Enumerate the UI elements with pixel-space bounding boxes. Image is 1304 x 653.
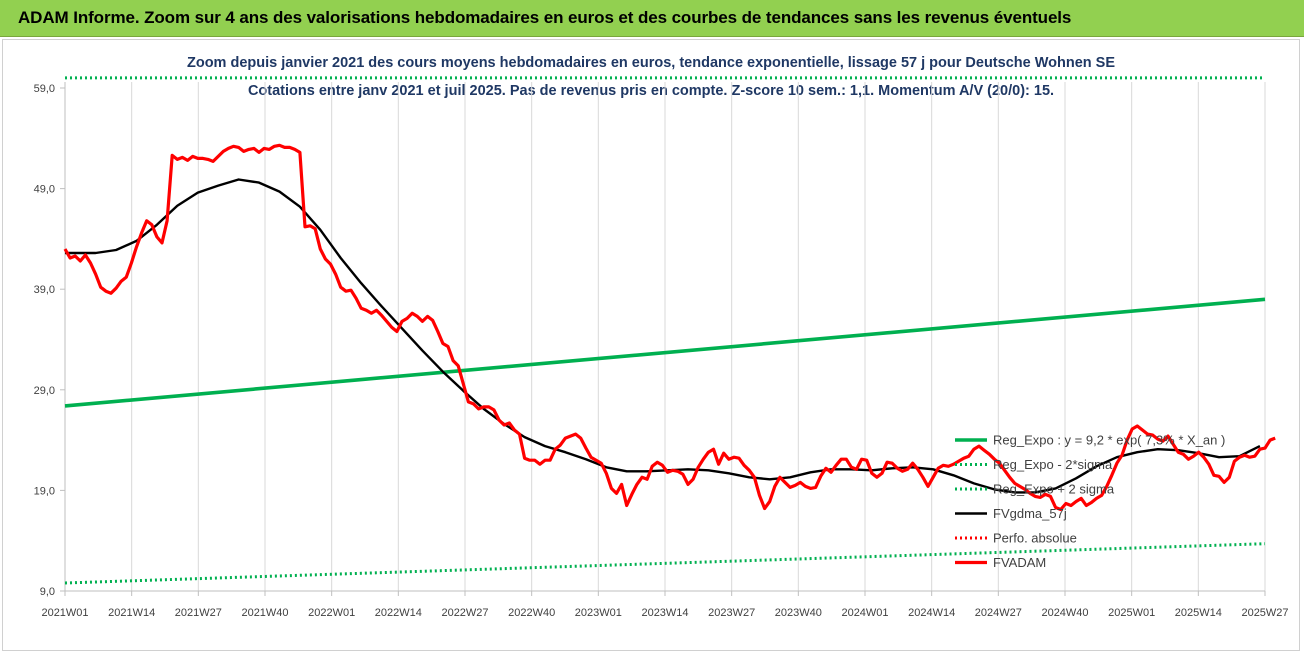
price-line: [63, 143, 1276, 512]
legend-label: Perfo. absolue: [993, 531, 1077, 546]
x-tick-label: 2022W27: [441, 607, 488, 619]
x-tick-label: 2021W14: [108, 607, 155, 619]
x-tick-label: 2023W14: [641, 607, 688, 619]
x-tick-label: 2024W14: [908, 607, 955, 619]
legend-label: FVgdma_57j: [993, 506, 1067, 521]
y-tick-label: 9,0: [40, 586, 55, 598]
y-tick-label: 59,0: [34, 83, 55, 95]
x-tick-label: 2023W01: [575, 607, 622, 619]
x-tick-label: 2022W01: [308, 607, 355, 619]
x-tick-label: 2025W01: [1108, 607, 1155, 619]
x-tick-label: 2023W27: [708, 607, 755, 619]
y-axis: 9,0 19,0 29,0 39,0 49,0 59,0: [34, 82, 66, 598]
series-lines: [63, 76, 1276, 585]
chart-area: Zoom depuis janvier 2021 des cours moyen…: [2, 39, 1300, 651]
x-tick-label: 2024W01: [841, 607, 888, 619]
trend-line: [64, 297, 1266, 408]
x-tick-label: 2024W27: [975, 607, 1022, 619]
line-chart: Zoom depuis janvier 2021 des cours moyen…: [34, 55, 1289, 619]
x-tick-label: 2024W40: [1041, 607, 1088, 619]
trend-lower-band-line: [64, 542, 1266, 585]
x-tick-label: 2025W14: [1175, 607, 1222, 619]
gridlines: [131, 82, 1266, 591]
legend-label: Reg_Expo : y = 9,2 * exp( 7,3% * X_an ): [993, 433, 1225, 448]
x-tick-label: 2021W01: [41, 607, 88, 619]
chart-title: Zoom depuis janvier 2021 des cours moyen…: [187, 55, 1115, 71]
x-tick-label: 2025W27: [1241, 607, 1288, 619]
x-tick-label: 2022W40: [508, 607, 555, 619]
y-tick-label: 19,0: [34, 485, 55, 497]
y-tick-label: 29,0: [34, 385, 55, 397]
x-tick-label: 2021W27: [175, 607, 222, 619]
chart-subtitle: Cotations entre janv 2021 et juil 2025. …: [248, 83, 1054, 99]
report-banner: ADAM Informe. Zoom sur 4 ans des valoris…: [0, 0, 1304, 37]
report-title: ADAM Informe. Zoom sur 4 ans des valoris…: [18, 8, 1072, 27]
legend: Reg_Expo : y = 9,2 * exp( 7,3% * X_an ) R…: [955, 433, 1225, 570]
x-tick-label: 2021W40: [241, 607, 288, 619]
x-axis: 2021W01 2021W14 2021W27 2021W40 2022W01 2022W…: [41, 590, 1289, 619]
legend-label: FVADAM: [993, 555, 1046, 570]
x-tick-label: 2023W40: [775, 607, 822, 619]
x-tick-label: 2022W14: [375, 607, 422, 619]
legend-label: Reg_Expo - 2*sigma: [993, 457, 1113, 472]
y-tick-label: 49,0: [34, 184, 55, 196]
y-tick-label: 39,0: [34, 284, 55, 296]
legend-label: Reg_Expo + 2 sigma: [993, 482, 1115, 497]
